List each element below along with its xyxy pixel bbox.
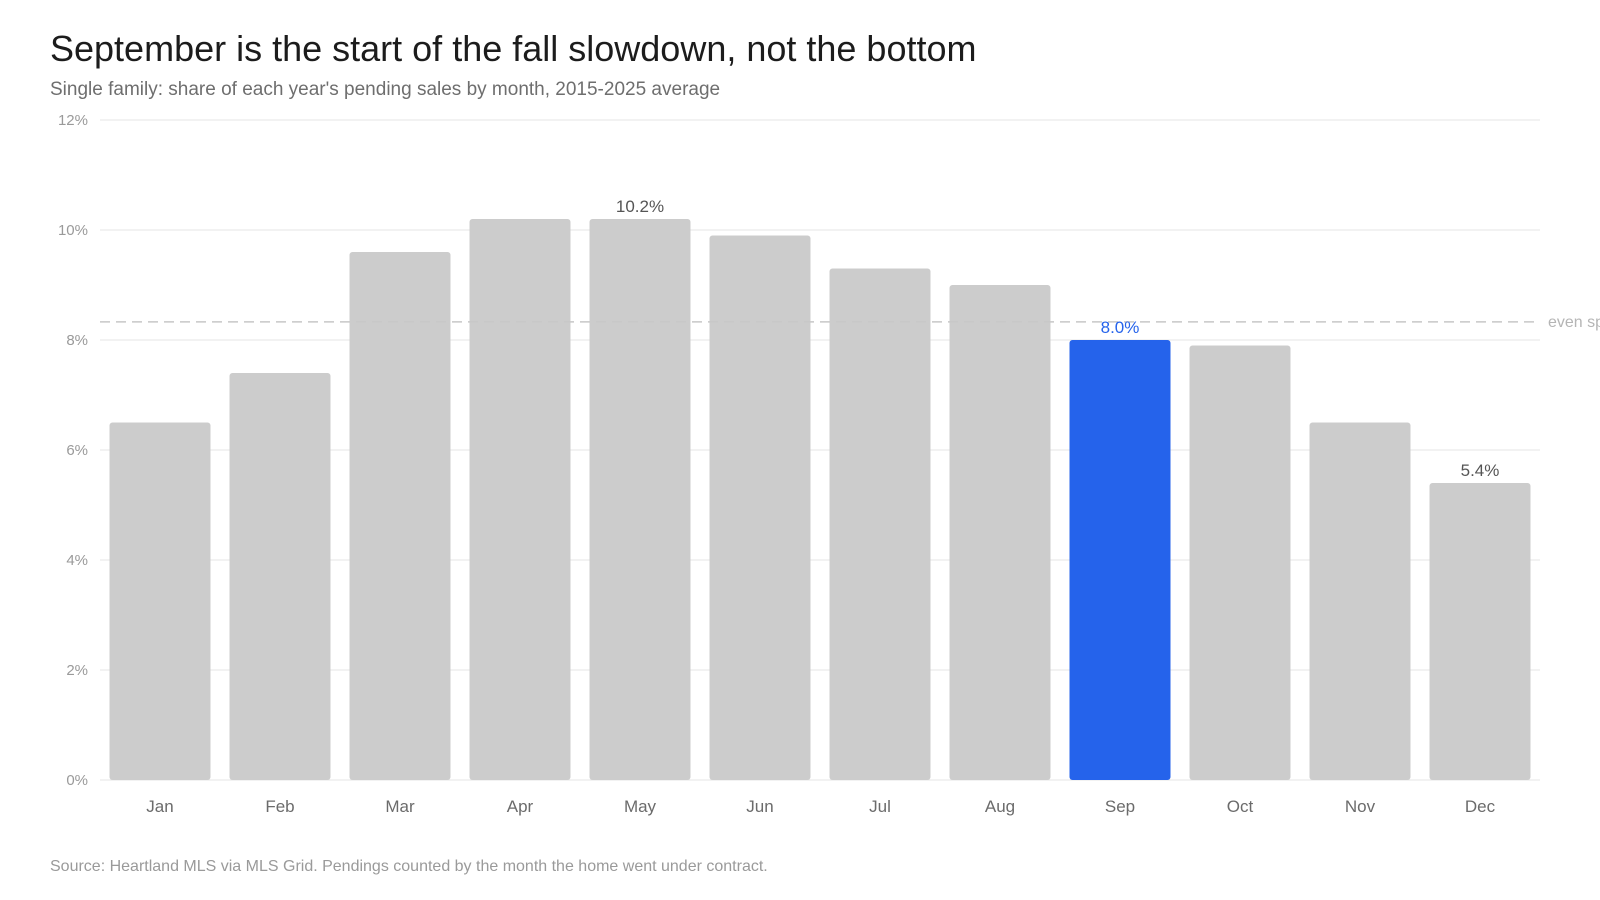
x-category-label: Dec (1465, 797, 1496, 816)
y-axis-ticks: 0% 2% 4% 6% 8% 10% 12% (58, 112, 88, 789)
x-category-label: May (624, 797, 657, 816)
x-category-label: Jan (146, 797, 173, 816)
bar-sep (1069, 340, 1171, 780)
bar-jun (709, 235, 811, 780)
y-tick-label: 12% (58, 112, 88, 129)
y-tick-label: 6% (66, 442, 88, 459)
bar-mar (349, 252, 451, 780)
x-category-label: Mar (385, 797, 415, 816)
bar-may (589, 219, 691, 780)
bar-feb (229, 373, 331, 780)
x-category-label: Jun (746, 797, 773, 816)
bars (109, 219, 1531, 780)
y-tick-label: 8% (66, 332, 88, 349)
y-tick-label: 10% (58, 222, 88, 239)
data-label-dec: 5.4% (1461, 461, 1500, 480)
x-category-label: Sep (1105, 797, 1135, 816)
y-tick-label: 2% (66, 662, 88, 679)
y-tick-label: 4% (66, 552, 88, 569)
y-tick-label: 0% (66, 772, 88, 789)
data-label-sep: 8.0% (1101, 318, 1140, 337)
source-note: Source: Heartland MLS via MLS Grid. Pend… (50, 858, 768, 875)
x-category-label: Aug (985, 797, 1015, 816)
reference-line: even sp (100, 314, 1600, 331)
bar-apr (469, 219, 571, 780)
bar-jul (829, 268, 931, 780)
bar-dec (1429, 483, 1531, 780)
data-label-may: 10.2% (616, 197, 664, 216)
gridlines (100, 119, 1540, 781)
bar-oct (1189, 345, 1291, 780)
x-category-label: Jul (869, 797, 891, 816)
x-axis-categories: Jan Feb Mar Apr May Jun Jul Aug Sep Oct Nov Dec (146, 797, 1495, 816)
bar-aug (949, 285, 1051, 780)
data-labels: 10.2% 8.0% 5.4% (616, 197, 1499, 480)
chart-title: September is the start of the fall slowd… (50, 28, 977, 69)
reference-line-label: even sp (1548, 314, 1600, 331)
bar-nov (1309, 422, 1411, 780)
x-category-label: Feb (265, 797, 294, 816)
bar-jan (109, 422, 211, 780)
x-category-label: Oct (1227, 797, 1254, 816)
x-category-label: Nov (1345, 797, 1376, 816)
x-category-label: Apr (507, 797, 534, 816)
chart-subtitle: Single family: share of each year's pend… (50, 79, 721, 100)
